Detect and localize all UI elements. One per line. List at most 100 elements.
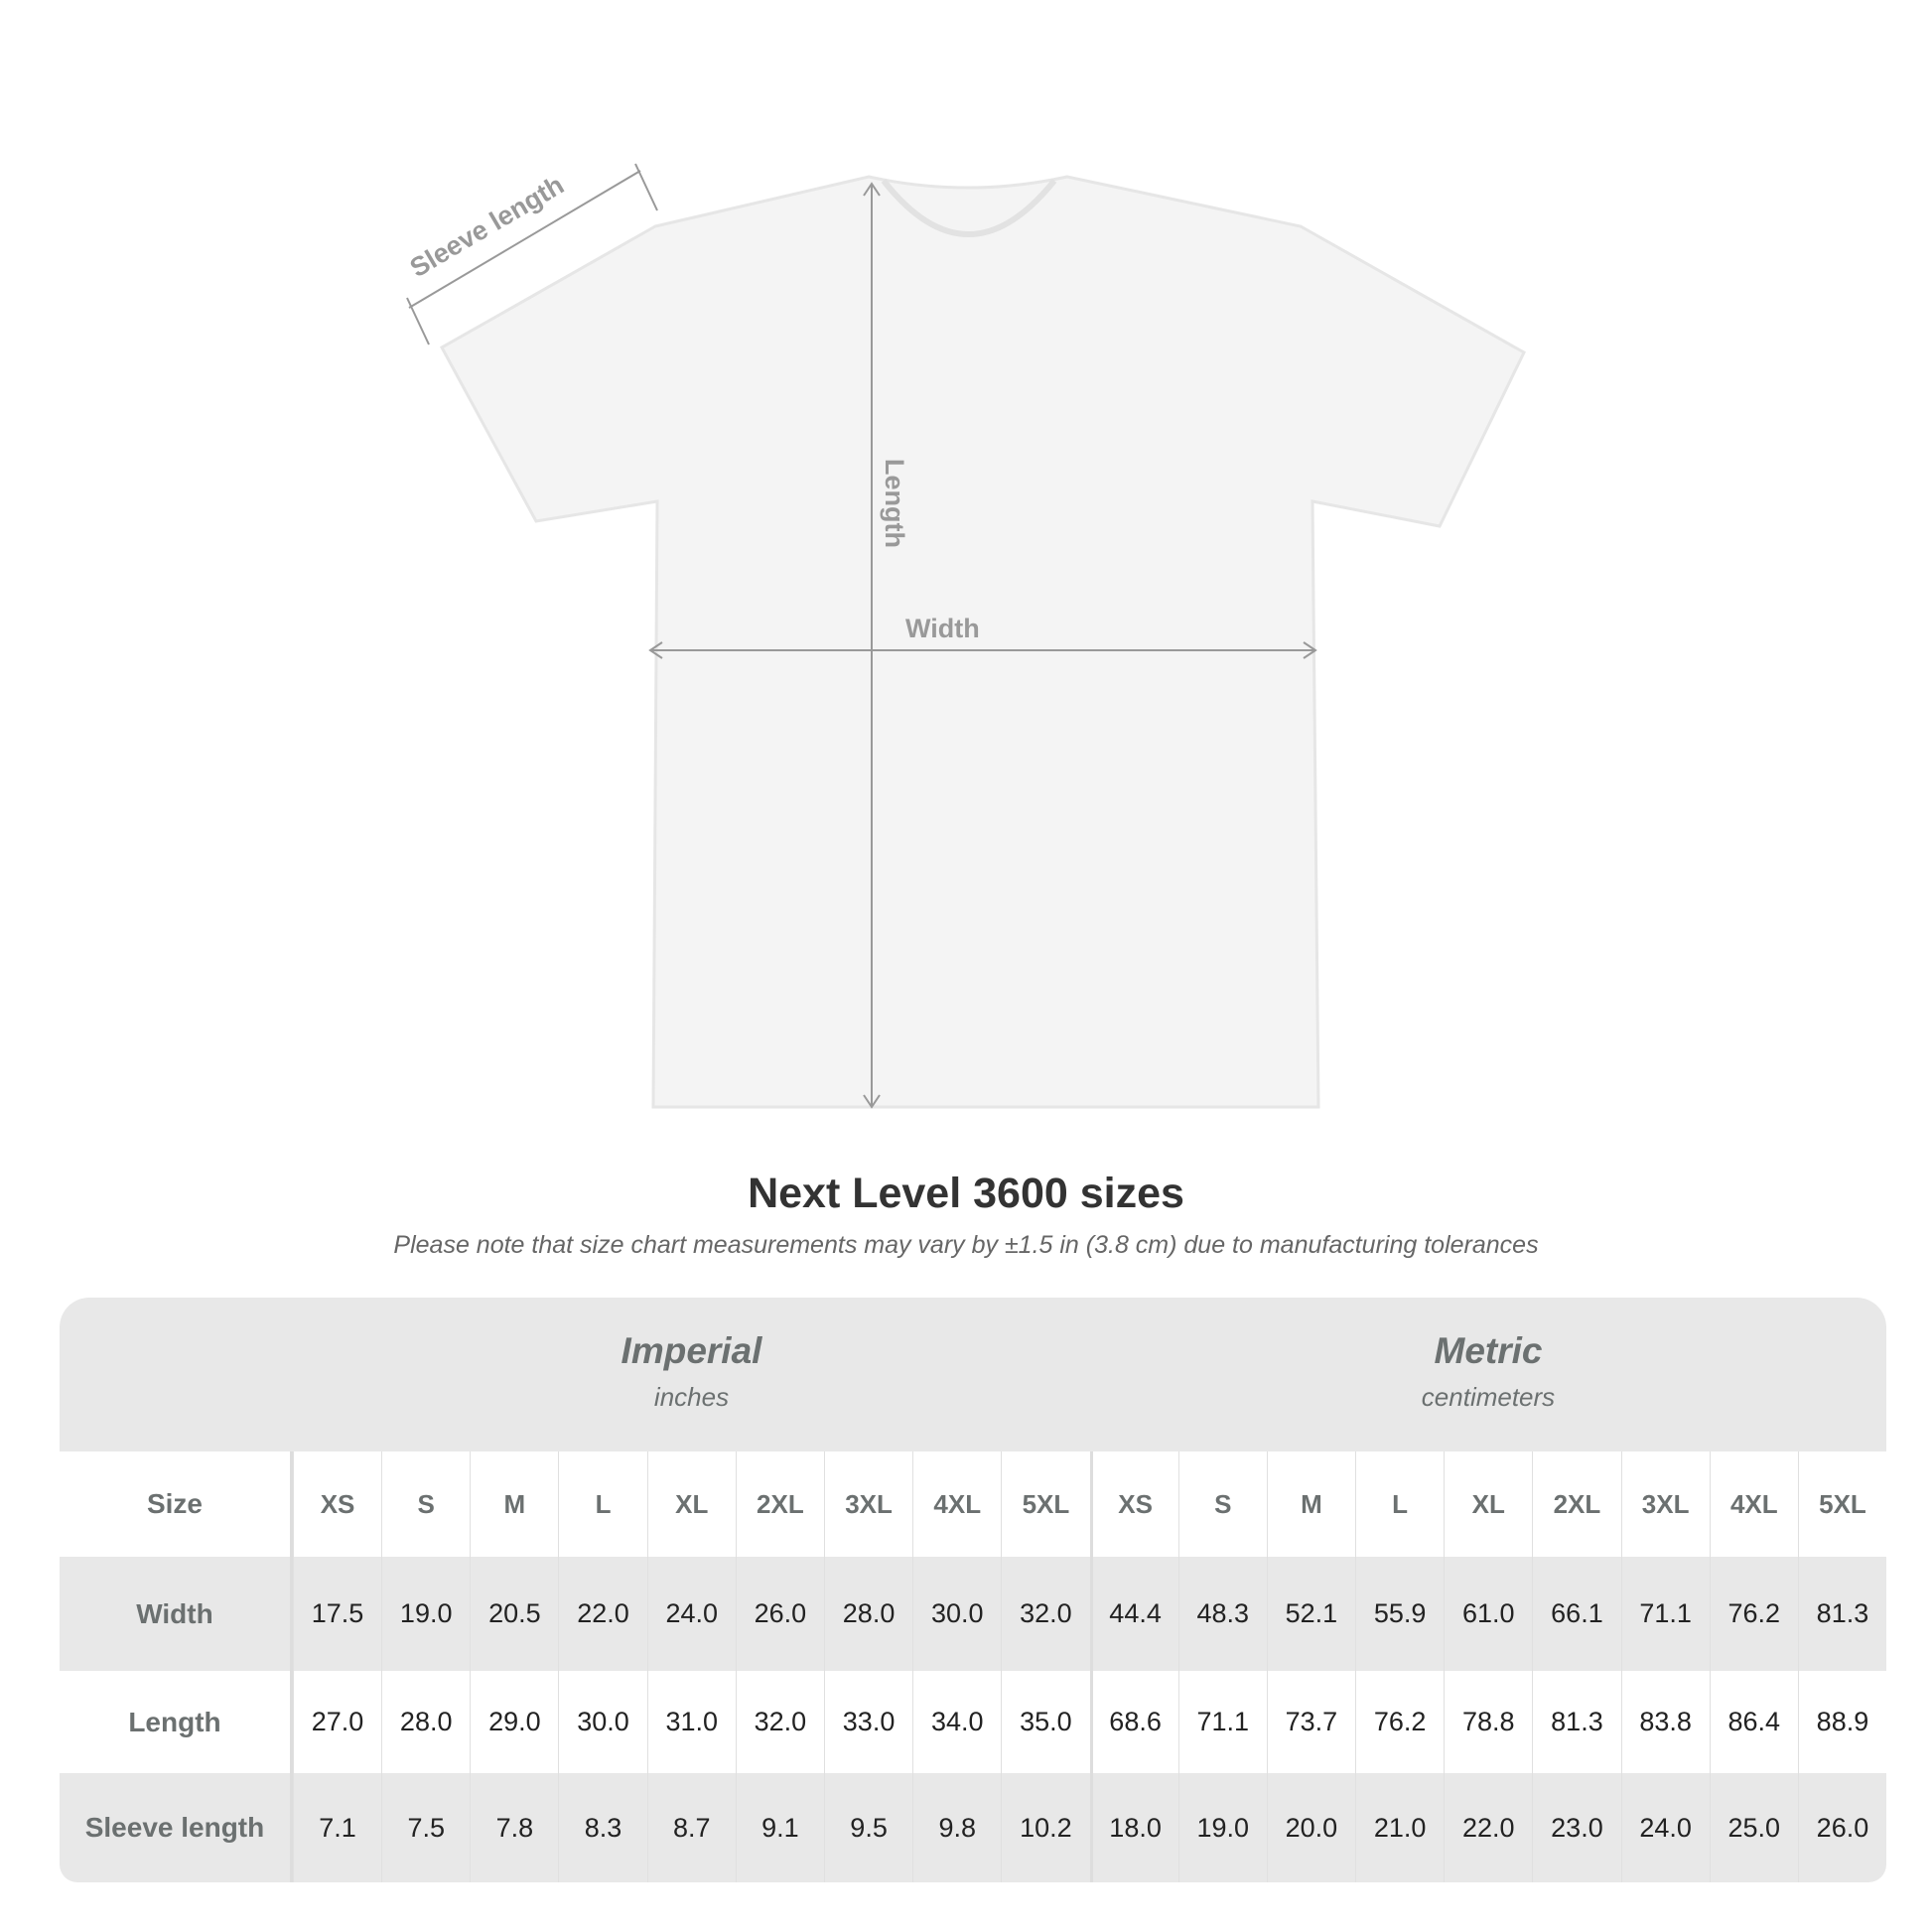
metric-cell: 61.0 [1444, 1557, 1532, 1671]
imperial-cell: 28.0 [823, 1557, 912, 1671]
imperial-cell: 7.5 [381, 1773, 470, 1882]
metric-cell: 21.0 [1355, 1773, 1444, 1882]
sleeve-tick-left [406, 297, 430, 345]
metric-cell: 18.0 [1089, 1773, 1178, 1882]
imperial-cell: XL [646, 1451, 736, 1557]
imperial-cell: 7.8 [470, 1773, 558, 1882]
size-table: Imperial inches Metric centimeters Size X… [60, 1298, 1886, 1882]
sleeve-length-label: Sleeve length [405, 170, 569, 283]
imperial-cell: 35.0 [1001, 1671, 1089, 1773]
metric-unit: centimeters [1421, 1382, 1556, 1412]
imperial-cell: 7.1 [292, 1773, 381, 1882]
metric-cell: S [1177, 1451, 1267, 1557]
imperial-unit: inches [653, 1382, 730, 1412]
length-label: Length [880, 459, 909, 548]
metric-header: Metric centimeters [1090, 1298, 1886, 1451]
metric-cell: XS [1089, 1451, 1178, 1557]
metric-cell: 88.9 [1797, 1671, 1886, 1773]
imperial-cell: 26.0 [735, 1557, 824, 1671]
metric-cell: 76.2 [1355, 1671, 1444, 1773]
metric-cell: 24.0 [1620, 1773, 1710, 1882]
metric-cell: 55.9 [1355, 1557, 1444, 1671]
imperial-cell: 34.0 [912, 1671, 1001, 1773]
metric-cell: 5XL [1797, 1451, 1886, 1557]
metric-cell: 71.1 [1177, 1671, 1267, 1773]
metric-cell: 52.1 [1266, 1557, 1355, 1671]
sleeve-tick-right [634, 163, 658, 211]
imperial-cell: 28.0 [381, 1671, 470, 1773]
row-label: Size [60, 1451, 293, 1557]
metric-cell: 3XL [1620, 1451, 1710, 1557]
imperial-cell: S [381, 1451, 470, 1557]
sleeve-length-row: Sleeve length 7.1 7.5 7.8 8.3 8.7 9.1 9.5 9.8 10.… [60, 1773, 1886, 1882]
metric-label: Metric [1434, 1330, 1543, 1371]
tshirt-collar [881, 179, 1057, 237]
width-row: Width 17.5 19.0 20.5 22.0 24.0 26.0 28.0 30.0 32.… [60, 1557, 1886, 1671]
imperial-cell: 9.1 [735, 1773, 824, 1882]
metric-cell: 83.8 [1620, 1671, 1710, 1773]
imperial-cell: 33.0 [823, 1671, 912, 1773]
imperial-cell: 32.0 [1001, 1557, 1089, 1671]
imperial-cell: 32.0 [735, 1671, 824, 1773]
metric-cell: 76.2 [1709, 1557, 1798, 1671]
metric-cell: 48.3 [1177, 1557, 1267, 1671]
imperial-cell: 22.0 [558, 1557, 646, 1671]
width-arrow-right [1303, 641, 1317, 659]
imperial-cell: 29.0 [470, 1671, 558, 1773]
metric-cell: 22.0 [1444, 1773, 1532, 1882]
length-arrow-top [863, 182, 881, 197]
row-label: Width [60, 1557, 293, 1671]
imperial-cell: 4XL [912, 1451, 1001, 1557]
row-label: Length [60, 1671, 293, 1773]
width-label: Width [905, 614, 980, 643]
metric-cell: 2XL [1532, 1451, 1620, 1557]
imperial-cell: 8.7 [646, 1773, 736, 1882]
imperial-cell: 20.5 [470, 1557, 558, 1671]
imperial-cell: 3XL [823, 1451, 912, 1557]
imperial-cell: L [558, 1451, 646, 1557]
imperial-cell: 17.5 [292, 1557, 381, 1671]
imperial-cell: 5XL [1001, 1451, 1089, 1557]
imperial-label: Imperial [621, 1330, 762, 1371]
metric-cell: M [1266, 1451, 1355, 1557]
metric-cell: 44.4 [1089, 1557, 1178, 1671]
metric-cell: 26.0 [1797, 1773, 1886, 1882]
metric-cell: 23.0 [1532, 1773, 1620, 1882]
metric-cell: 4XL [1709, 1451, 1798, 1557]
metric-cell: L [1355, 1451, 1444, 1557]
row-label: Sleeve length [60, 1773, 293, 1882]
imperial-cell: 24.0 [646, 1557, 736, 1671]
imperial-header: Imperial inches [293, 1298, 1090, 1451]
imperial-cell: 30.0 [558, 1671, 646, 1773]
imperial-cell: 31.0 [646, 1671, 736, 1773]
metric-cell: 78.8 [1444, 1671, 1532, 1773]
metric-cell: XL [1444, 1451, 1532, 1557]
length-row: Length 27.0 28.0 29.0 30.0 31.0 32.0 33.0 34.0 35… [60, 1671, 1886, 1773]
metric-cell: 86.4 [1709, 1671, 1798, 1773]
metric-cell: 25.0 [1709, 1773, 1798, 1882]
metric-cell: 71.1 [1620, 1557, 1710, 1671]
imperial-cell: 9.8 [912, 1773, 1001, 1882]
imperial-cell: 19.0 [381, 1557, 470, 1671]
width-arrow-left [648, 641, 663, 659]
imperial-cell: 9.5 [823, 1773, 912, 1882]
sleeve-measure-line [408, 170, 641, 309]
imperial-cell: 2XL [735, 1451, 824, 1557]
metric-cell: 73.7 [1266, 1671, 1355, 1773]
tshirt-diagram: Sleeve length Length Width [405, 163, 1526, 1109]
metric-cell: 19.0 [1177, 1773, 1267, 1882]
metric-cell: 66.1 [1532, 1557, 1620, 1671]
imperial-cell: 10.2 [1001, 1773, 1089, 1882]
metric-cell: 81.3 [1797, 1557, 1886, 1671]
size-row: Size XS S M L XL 2XL 3XL 4XL 5XL XS S M L XL 2XL 3XL 4XL 5… [60, 1451, 1886, 1557]
imperial-cell: M [470, 1451, 558, 1557]
tolerance-note: Please note that size chart measurements… [393, 1231, 1539, 1259]
imperial-cell: 27.0 [292, 1671, 381, 1773]
tshirt-outline [439, 175, 1526, 1109]
length-arrow-bottom [863, 1094, 881, 1109]
imperial-cell: 8.3 [558, 1773, 646, 1882]
imperial-cell: XS [292, 1451, 381, 1557]
chart-title: Next Level 3600 sizes [748, 1170, 1184, 1217]
metric-cell: 20.0 [1266, 1773, 1355, 1882]
metric-cell: 81.3 [1532, 1671, 1620, 1773]
